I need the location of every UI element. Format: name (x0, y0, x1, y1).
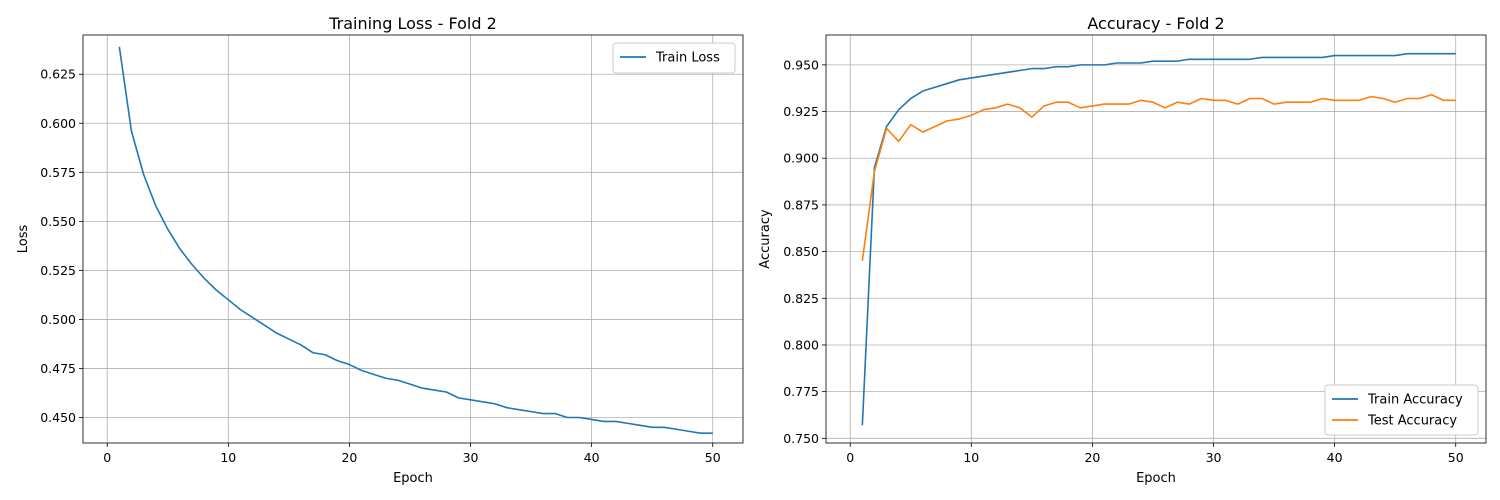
y-axis-label: Accuracy (758, 209, 773, 269)
series-line-train-loss (119, 47, 712, 433)
y-tick-label: 0.825 (783, 291, 819, 306)
y-tick-label: 0.550 (40, 214, 76, 229)
chart-title: Accuracy - Fold 2 (1087, 14, 1224, 33)
plot-frame (83, 35, 743, 443)
series-line-test-accuracy (862, 95, 1455, 261)
loss-chart: 0 10 20 30 40 50 0.450 0.475 0.500 0.525 0.550 0.57… (16, 14, 743, 486)
x-tick-label: 50 (705, 450, 721, 465)
y-tick-label: 0.525 (40, 263, 76, 278)
x-tick-label: 40 (1327, 450, 1343, 465)
y-tick-label: 0.625 (40, 67, 76, 82)
x-tick-label: 30 (1206, 450, 1222, 465)
x-tick-label: 0 (103, 450, 111, 465)
y-tick-label: 0.925 (783, 104, 819, 119)
x-tick-label: 50 (1448, 450, 1464, 465)
y-tick-label: 0.600 (40, 116, 76, 131)
y-tick-label: 0.500 (40, 312, 76, 327)
legend: Train Accuracy Test Accuracy (1325, 385, 1478, 435)
x-axis-label: Epoch (1136, 471, 1176, 486)
accuracy-chart: 0 10 20 30 40 50 0.750 0.775 0.800 0.825 0.850 0.87… (758, 14, 1486, 486)
x-tick-label: 0 (846, 450, 854, 465)
legend-label: Train Accuracy (1367, 393, 1463, 408)
x-tick-label: 10 (963, 450, 979, 465)
x-axis-label: Epoch (393, 471, 433, 486)
y-tick-label: 0.450 (40, 410, 76, 425)
y-tick-label: 0.900 (783, 151, 819, 166)
chart-title: Training Loss - Fold 2 (328, 14, 497, 33)
x-tick-label: 20 (341, 450, 357, 465)
legend-label: Train Loss (655, 51, 720, 66)
y-tick-label: 0.575 (40, 165, 76, 180)
legend-label: Test Accuracy (1367, 414, 1457, 429)
x-tick-label: 20 (1084, 450, 1100, 465)
plot-frame (826, 35, 1486, 443)
x-tick-label: 10 (220, 450, 236, 465)
y-tick-label: 0.750 (783, 431, 819, 446)
y-tick-label: 0.950 (783, 57, 819, 72)
y-tick-label: 0.875 (783, 197, 819, 212)
y-tick-label: 0.475 (40, 361, 76, 376)
x-tick-label: 30 (463, 450, 479, 465)
y-tick-label: 0.775 (783, 384, 819, 399)
y-axis-label: Loss (16, 225, 31, 254)
y-tick-label: 0.850 (783, 244, 819, 259)
series-line-train-accuracy (862, 54, 1455, 426)
x-tick-label: 40 (584, 450, 600, 465)
legend: Train Loss (613, 43, 735, 73)
y-tick-label: 0.800 (783, 337, 819, 352)
